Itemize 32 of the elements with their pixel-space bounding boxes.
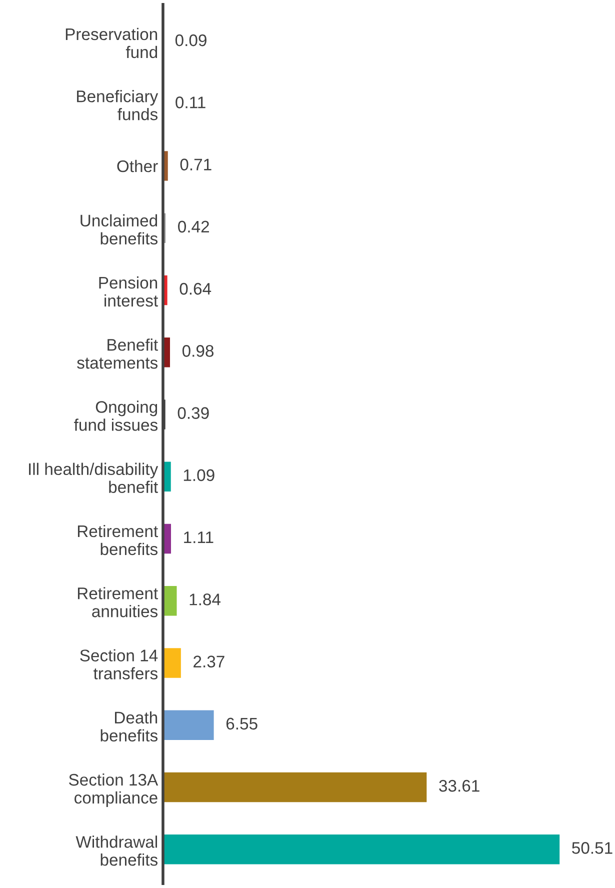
data-label: 33.61	[439, 780, 480, 792]
y-tick-label: Death benefits	[100, 711, 158, 742]
data-label: 1.84	[190, 594, 221, 606]
bar	[162, 833, 561, 866]
y-tick-label: Retirement annuities	[78, 587, 158, 618]
y-tick-label: Unclaimed benefits	[80, 214, 158, 244]
y-tick-label: Section 14 transfers	[80, 649, 158, 680]
y-tick-label: Ill health/disability benefit	[29, 462, 158, 494]
data-label: 0.39	[178, 407, 209, 419]
data-label: 0.42	[178, 220, 209, 233]
bar	[162, 771, 428, 804]
bar	[162, 708, 216, 742]
data-label: 2.37	[194, 656, 224, 668]
y-tick-label: Section 13A compliance	[69, 773, 158, 807]
data-label: 1.11	[184, 532, 214, 544]
y-tick-label: Withdrawal benefits	[76, 836, 158, 866]
data-label: 0.71	[180, 158, 212, 170]
data-label: 0.98	[182, 345, 214, 357]
data-label: 0.64	[180, 282, 212, 295]
data-label: 0.11	[176, 96, 206, 108]
y-tick-label: Preservation fund	[66, 28, 158, 58]
y-tick-label: Other	[117, 160, 158, 172]
bar	[162, 646, 182, 680]
y-tick-label: Beneficiary funds	[77, 90, 158, 120]
data-label: 50.51	[572, 842, 612, 854]
data-label: 6.55	[226, 718, 258, 730]
y-tick-label: Ongoing fund issues	[74, 400, 158, 431]
y-tick-label: Benefit statements	[77, 338, 158, 369]
data-label: 1.09	[184, 469, 214, 482]
y-tick-label: Retirement benefits	[78, 524, 158, 556]
data-label: 0.09	[175, 34, 206, 46]
y-tick-label: Pension interest	[99, 276, 158, 307]
